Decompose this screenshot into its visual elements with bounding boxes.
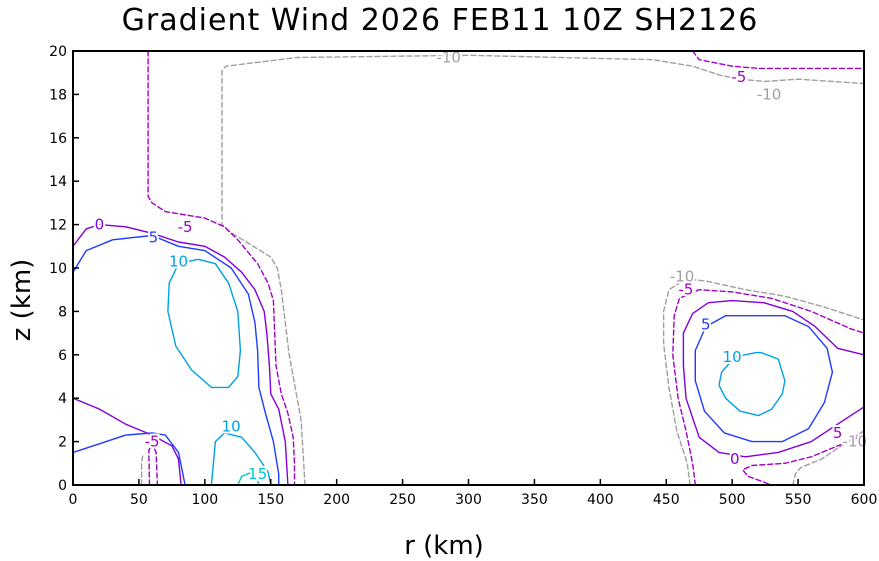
contour-line bbox=[694, 315, 834, 443]
x-axis: 0 50 100 150 200 250 300 350 400 450 500 550 600 bbox=[69, 479, 878, 508]
y-axis: 0 2 4 6 8 10 12 14 16 18 20 bbox=[49, 44, 79, 494]
contour-line bbox=[672, 289, 865, 486]
contour-line bbox=[167, 258, 242, 389]
y-tick-label: 2 bbox=[58, 435, 67, 451]
x-tick-label: 250 bbox=[389, 492, 416, 508]
x-tick-label: 600 bbox=[851, 492, 878, 508]
contour-line bbox=[72, 432, 186, 486]
x-tick-label: 400 bbox=[587, 492, 614, 508]
plot-frame bbox=[72, 50, 865, 486]
contour-line bbox=[682, 299, 865, 458]
x-axis-label: r (km) bbox=[404, 531, 484, 561]
contour-label: 10 bbox=[169, 253, 188, 271]
contour-line bbox=[718, 351, 786, 417]
x-tick-label: 350 bbox=[521, 492, 548, 508]
contour-label: 15 bbox=[248, 465, 267, 483]
x-tick-label: 50 bbox=[130, 492, 148, 508]
contour-label: -5 bbox=[679, 281, 694, 299]
y-tick-label: 12 bbox=[49, 218, 67, 234]
contour-line bbox=[148, 443, 159, 486]
contour-label: 10 bbox=[723, 348, 742, 366]
contour-label: -10 bbox=[843, 433, 868, 451]
chart-title: Gradient Wind 2026 FEB11 10Z SH2126 bbox=[122, 3, 759, 38]
contour-line bbox=[237, 471, 260, 486]
y-tick-label: 14 bbox=[49, 174, 67, 190]
contour-line bbox=[140, 453, 144, 486]
contour-label: 10 bbox=[222, 417, 241, 435]
x-tick-label: 300 bbox=[455, 492, 482, 508]
contour-label: -5 bbox=[178, 218, 193, 236]
y-axis-label: z (km) bbox=[7, 259, 37, 342]
contour-label: -10 bbox=[670, 268, 695, 286]
y-tick-label: 8 bbox=[58, 304, 67, 320]
contour-line bbox=[662, 278, 865, 486]
x-tick-label: 500 bbox=[719, 492, 746, 508]
y-tick-label: 0 bbox=[58, 478, 67, 494]
contour-line bbox=[72, 397, 182, 486]
contour-line bbox=[72, 223, 289, 486]
x-tick-label: 450 bbox=[653, 492, 680, 508]
contour-line bbox=[691, 50, 865, 70]
y-tick-label: 10 bbox=[49, 261, 67, 277]
y-tick-label: 20 bbox=[49, 44, 67, 60]
contour-label: 5 bbox=[149, 229, 159, 247]
x-tick-label: 0 bbox=[69, 492, 78, 508]
contour-label: -5 bbox=[731, 68, 746, 86]
contour-line bbox=[72, 234, 280, 486]
x-tick-label: 150 bbox=[257, 492, 284, 508]
y-tick-label: 4 bbox=[58, 391, 67, 407]
x-tick-label: 200 bbox=[323, 492, 350, 508]
contour-label: -10 bbox=[757, 85, 782, 103]
contour-line bbox=[210, 432, 272, 486]
contour-line bbox=[792, 430, 865, 486]
y-tick-label: 16 bbox=[49, 131, 67, 147]
contour-line bbox=[221, 54, 865, 486]
y-tick-label: 18 bbox=[49, 87, 67, 103]
contour-label: 5 bbox=[701, 315, 711, 333]
contour-lines bbox=[72, 50, 865, 486]
contour-label: 0 bbox=[95, 216, 105, 234]
contour-label: -5 bbox=[145, 433, 160, 451]
contour-label: 0 bbox=[730, 450, 740, 468]
y-tick-label: 6 bbox=[58, 348, 67, 364]
contour-label: 5 bbox=[833, 424, 843, 442]
contour-line bbox=[147, 50, 296, 486]
x-tick-label: 550 bbox=[785, 492, 812, 508]
x-tick-label: 100 bbox=[191, 492, 218, 508]
